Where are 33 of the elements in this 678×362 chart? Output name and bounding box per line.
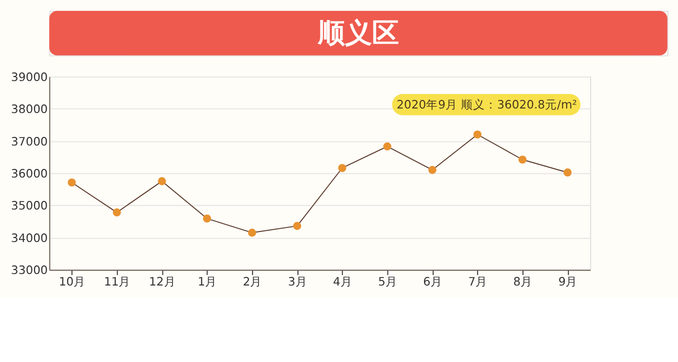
point bbox=[158, 177, 166, 186]
point bbox=[564, 168, 572, 177]
point bbox=[293, 222, 302, 230]
y-tick-label: 36000 bbox=[10, 166, 48, 180]
y-tick-label: 35000 bbox=[10, 198, 48, 213]
x-tick-label: 1月 bbox=[198, 274, 218, 289]
y-tick-label: 37000 bbox=[10, 134, 48, 148]
chart-title: 顺义区 bbox=[316, 18, 399, 49]
x-tick-label: 4月 bbox=[333, 274, 352, 289]
point bbox=[338, 164, 346, 172]
x-tick-label: 7月 bbox=[468, 274, 488, 289]
point bbox=[68, 178, 76, 187]
x-tick-label: 6月 bbox=[423, 274, 443, 289]
y-tick-label: 34000 bbox=[10, 230, 48, 245]
y-tick-label: 33000 bbox=[10, 263, 48, 278]
y-tick-label: 39000 bbox=[10, 70, 48, 84]
annotation: 2020年9月 顺义：36020.8元/m² bbox=[396, 97, 577, 112]
point bbox=[518, 156, 527, 164]
x-tick-label: 8月 bbox=[513, 274, 533, 289]
point bbox=[383, 142, 392, 150]
x-tick-label: 9月 bbox=[558, 274, 578, 289]
point bbox=[112, 208, 121, 216]
x-tick-label: 5月 bbox=[378, 274, 398, 289]
point bbox=[428, 166, 436, 174]
x-tick-label: 12月 bbox=[149, 274, 176, 289]
x-tick-label: 10月 bbox=[58, 274, 86, 289]
x-tick-label: 3月 bbox=[288, 274, 308, 289]
point bbox=[202, 214, 212, 223]
point bbox=[473, 130, 482, 139]
x-tick-label: 11月 bbox=[104, 274, 131, 289]
x-tick-label: 2月 bbox=[242, 274, 262, 289]
y-tick-label: 38000 bbox=[10, 102, 48, 116]
point bbox=[248, 228, 256, 237]
